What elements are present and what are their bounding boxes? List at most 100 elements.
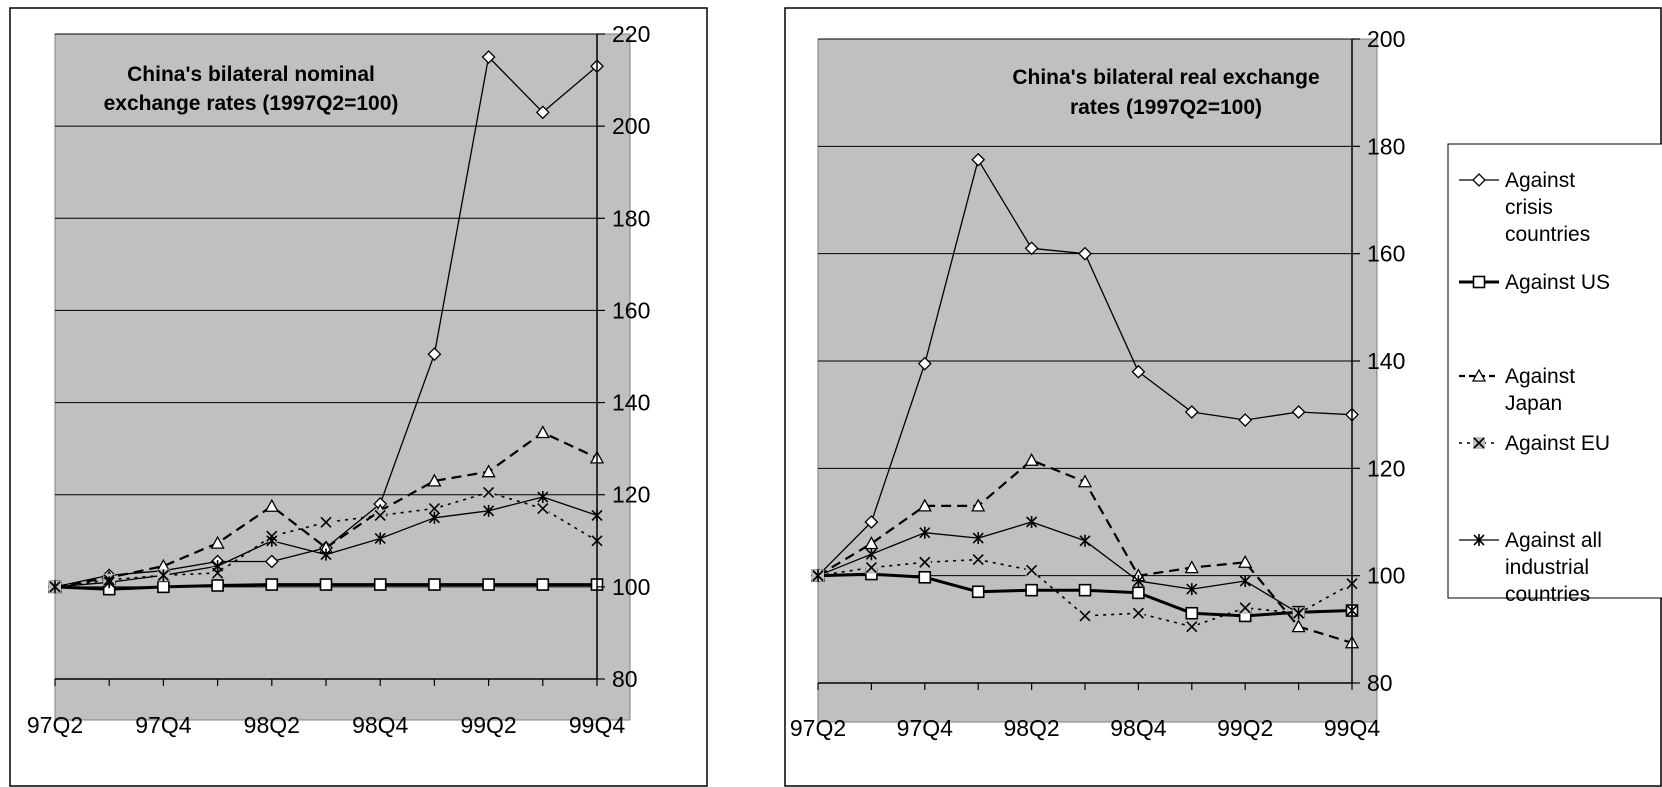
nominal-x-tick-label: 97Q4 xyxy=(135,712,191,738)
legend-label-3: Against EU xyxy=(1505,432,1610,455)
nominal-series-0-point xyxy=(427,347,442,362)
real-series-2-point xyxy=(1184,560,1199,574)
nominal-series-4-point xyxy=(320,548,332,561)
nominal-y-tick-label: 180 xyxy=(612,205,650,231)
nominal-plot-area xyxy=(54,33,631,721)
nominal-x-tick-label: 98Q4 xyxy=(352,712,408,738)
nominal-y-tick-label: 80 xyxy=(612,666,638,692)
legend-label-2: Against xyxy=(1505,365,1575,388)
nominal-x-tick-label: 98Q2 xyxy=(244,712,300,738)
real-series-1-point xyxy=(971,585,985,599)
real-series-2-point xyxy=(1024,452,1039,466)
real-series-3-point xyxy=(1079,609,1091,622)
nominal-series-1-point xyxy=(211,579,224,592)
real-series-0-point xyxy=(1078,246,1092,261)
real-series-0-point xyxy=(1131,364,1146,379)
nominal-series-1-point xyxy=(482,578,495,591)
real-series-2-point xyxy=(1238,554,1253,568)
real-x-tick-label: 99Q2 xyxy=(1217,715,1273,741)
legend-label-4: industrial xyxy=(1505,556,1589,579)
real-x-tick-label: 98Q2 xyxy=(1003,715,1059,741)
nominal-series-4-point xyxy=(103,576,115,589)
real-series-0-point xyxy=(1238,413,1253,427)
nominal-y-tick-label: 200 xyxy=(612,113,650,139)
nominal-x-tick-label: 99Q4 xyxy=(569,712,625,738)
nominal-series-line-3 xyxy=(54,491,598,588)
real-series-0-point xyxy=(1291,405,1306,419)
real-series-4-point xyxy=(865,548,877,561)
legend-label-0: crisis xyxy=(1505,196,1553,219)
real-series-2-point xyxy=(1077,474,1093,488)
real-y-tick-label: 200 xyxy=(1367,26,1405,52)
real-series-0-point xyxy=(971,152,986,167)
legend-marker-3 xyxy=(1473,437,1485,449)
real-series-4-point xyxy=(1132,575,1144,588)
legend-marker-0 xyxy=(1472,173,1486,187)
nominal-series-2-point xyxy=(210,535,225,549)
real-series-3-point xyxy=(1132,607,1145,620)
real-series-2-point xyxy=(1291,619,1306,633)
legend-label-1: Against US xyxy=(1505,271,1610,294)
nominal-series-1-point xyxy=(157,580,170,594)
real-series-4-point xyxy=(1186,583,1198,596)
real-series-4-point xyxy=(972,532,984,545)
nominal-series-2-point xyxy=(535,425,550,439)
real-chart-title-line1: China's bilateral real exchange xyxy=(1012,66,1319,89)
nominal-series-4-point xyxy=(537,491,549,504)
nominal-series-1-point xyxy=(428,578,441,591)
real-series-1-point xyxy=(1025,583,1038,597)
nominal-y-tick-label: 160 xyxy=(612,297,650,323)
real-y-tick-label: 180 xyxy=(1367,133,1405,159)
real-series-3-point xyxy=(1025,564,1038,577)
nominal-series-1-point xyxy=(373,578,387,591)
real-series-line-3 xyxy=(817,558,1353,628)
nominal-rate-chart: 80 100 120 140 160 180 200 220 97Q2 97Q4 98Q2 98Q4 9… xyxy=(9,7,708,787)
real-chart-title-line2: rates (1997Q2=100) xyxy=(1070,96,1262,119)
real-series-3-point xyxy=(972,553,985,566)
real-series-4-point xyxy=(1239,575,1251,588)
real-series-1-point xyxy=(1185,606,1199,620)
real-series-1-point xyxy=(1132,586,1145,600)
nominal-chart-title-line1: China's bilateral nominal xyxy=(127,63,375,86)
legend-label-0: Against xyxy=(1505,169,1575,192)
real-y-tick-label: 160 xyxy=(1367,241,1405,267)
real-series-1-point xyxy=(918,570,932,584)
nominal-series-1-point xyxy=(319,578,333,591)
nominal-y-tick-label: 120 xyxy=(612,482,650,508)
legend-marker-4 xyxy=(1473,534,1485,546)
real-y-tick-label: 80 xyxy=(1367,670,1393,696)
legend: Against crisis countries Against US Against J… xyxy=(1447,143,1662,606)
nominal-series-2-point xyxy=(264,498,279,512)
real-series-1-point xyxy=(1078,583,1092,597)
real-series-2-point xyxy=(971,498,986,512)
nominal-x-tick-label: 99Q2 xyxy=(460,712,516,738)
real-series-4-point xyxy=(919,526,931,539)
nominal-series-0-point xyxy=(481,50,496,64)
real-series-4-point xyxy=(1026,516,1038,528)
real-series-2-point xyxy=(917,498,932,512)
nominal-y-tick-label: 100 xyxy=(612,574,650,600)
nominal-x-tick-label: 97Q2 xyxy=(27,712,83,738)
nominal-y-tick-label: 140 xyxy=(612,390,650,416)
legend-label-2: Japan xyxy=(1505,392,1562,415)
legend-label-0: countries xyxy=(1505,223,1590,246)
nominal-series-3-point xyxy=(536,502,549,515)
nominal-series-1-point xyxy=(536,578,550,591)
real-y-tick-label: 140 xyxy=(1367,348,1405,374)
nominal-series-4-point xyxy=(374,532,386,545)
nominal-series-3-point xyxy=(320,516,332,529)
real-series-4-point xyxy=(812,569,824,582)
nominal-series-3-point xyxy=(428,502,441,515)
nominal-series-4-point xyxy=(428,511,440,524)
real-series-4-point xyxy=(1079,534,1091,547)
real-x-tick-label: 99Q4 xyxy=(1324,715,1380,741)
real-series-0-point xyxy=(917,356,932,371)
nominal-series-4-point xyxy=(49,580,61,593)
real-series-3-point xyxy=(1239,601,1252,614)
real-series-3-point xyxy=(918,556,931,569)
nominal-series-1-point xyxy=(265,578,279,591)
real-x-tick-label: 98Q4 xyxy=(1110,715,1166,741)
real-y-tick-label: 100 xyxy=(1367,563,1405,589)
legend-marker-1 xyxy=(1472,275,1486,289)
